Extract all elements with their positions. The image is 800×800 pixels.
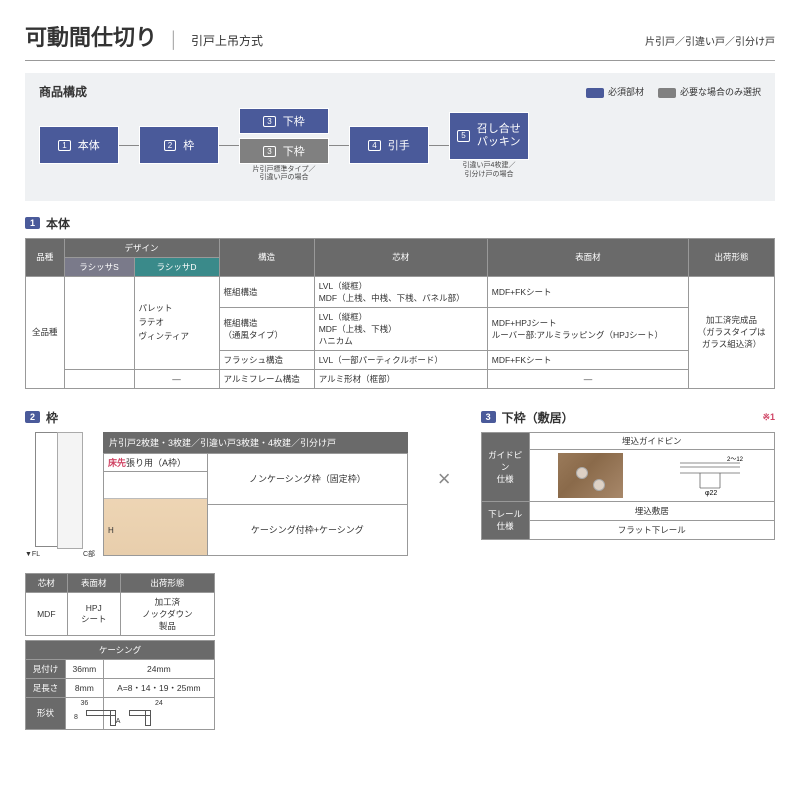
th-guide: ガイドピン 仕様 xyxy=(481,432,529,501)
td-r2-struct: 框組構造 （通風タイプ） xyxy=(219,307,314,350)
td-r4-surf: — xyxy=(487,369,688,388)
connector xyxy=(329,145,349,146)
th-lasissaD: ラシッサD xyxy=(134,257,219,276)
casing-row2: ケーシング付枠+ケーシング xyxy=(208,505,408,556)
svg-text:φ22: φ22 xyxy=(705,490,717,497)
td-flat: フラット下レール xyxy=(529,520,774,539)
td-r1-surf: MDF+FKシート xyxy=(487,276,688,307)
section2-head: 2 枠 xyxy=(25,409,408,426)
th-core: 芯材 xyxy=(314,238,487,276)
th-rail: 下レール 仕様 xyxy=(481,501,529,539)
section-num-3: 3 xyxy=(481,411,496,423)
separator: │ xyxy=(169,32,179,50)
casing-row1: ノンケーシング枠（固定枠） xyxy=(208,453,408,505)
connector xyxy=(219,145,239,146)
yuka-image: C部 H xyxy=(104,472,207,555)
flow-diagram: 1本体 2枠 3下枠 3下枠 片引戸標準タイプ／ 引違い戸の場合 4引手 5召し… xyxy=(39,108,761,183)
td-r3-surf: MDF+FKシート xyxy=(487,350,688,369)
section-num-1: 1 xyxy=(25,217,40,229)
flow-box-2: 2枠 xyxy=(139,126,219,164)
sill-table: ガイドピン 仕様 埋込ガイドピン xyxy=(481,432,775,540)
swatch-optional xyxy=(658,88,676,98)
th-structure: 構造 xyxy=(219,238,314,276)
page-title: 可動間仕切り xyxy=(25,20,157,52)
yuka-box: 床先張り用（A枠） C部 H xyxy=(103,453,208,556)
x-separator: × xyxy=(426,466,463,492)
td-r1-struct: 框組構造 xyxy=(219,276,314,307)
flow-caption-3b: 片引戸標準タイプ／ 引違い戸の場合 xyxy=(239,166,329,183)
page-subtitle: 引戸上吊方式 xyxy=(191,32,263,49)
bottom-tables: 芯材 表面材 出荷形態 MDF HPJ シート 加工済 ノックダウン 製品 ケー… xyxy=(25,573,775,730)
td-r4-designD: — xyxy=(134,369,219,388)
td-r4-struct: アルミフレーム構造 xyxy=(219,369,314,388)
fl-label: ▼FL xyxy=(25,551,40,559)
td-r2-core: LVL（縦框） MDF（上桟、下桟） ハニカム xyxy=(314,307,487,350)
td-designS xyxy=(64,276,134,369)
flow-stack-3: 3下枠 3下枠 片引戸標準タイプ／ 引違い戸の場合 xyxy=(239,108,329,183)
casing-column: ノンケーシング枠（固定枠） ケーシング付枠+ケーシング xyxy=(208,453,408,556)
section1-head: 1 本体 xyxy=(25,215,775,232)
section1-title: 本体 xyxy=(46,215,70,232)
flow-box-5: 5召し合せ パッキン xyxy=(449,112,529,160)
td-guide-title: 埋込ガイドピン φ22 2〜12 xyxy=(529,432,774,501)
td-designD: パレット ラテオ ヴィンティア xyxy=(134,276,219,369)
shape-cell-1: 36 8 xyxy=(66,697,104,729)
flow-box-4: 4引手 xyxy=(349,126,429,164)
flow-caption-5: 引違い戸4枚建／ 引分け戸の場合 xyxy=(449,162,529,179)
bottom-table-2: ケーシング 見付け 36mm 24mm 足長さ 8mm A=8・14・19・25… xyxy=(25,640,215,730)
connector xyxy=(119,145,139,146)
header-right: 片引戸／引違い戸／引分け戸 xyxy=(645,33,775,48)
svg-text:2〜12: 2〜12 xyxy=(727,457,744,463)
section2-title: 枠 xyxy=(46,409,58,426)
th-surface: 表面材 xyxy=(487,238,688,276)
th-shipping: 出荷形態 xyxy=(689,238,775,276)
pin-diagram-svg: φ22 2〜12 xyxy=(675,453,745,498)
bottom-table-1: 芯材 表面材 出荷形態 MDF HPJ シート 加工済 ノックダウン 製品 xyxy=(25,573,215,636)
section3-head: 3 下枠（敷居） ※1 xyxy=(481,409,775,426)
composition-panel: 商品構成 必須部材 必要な場合のみ選択 1本体 2枠 3下枠 3下枠 片引戸標準… xyxy=(25,73,775,201)
td-r4-designS xyxy=(64,369,134,388)
cbu-label: C部 xyxy=(83,549,95,559)
flow-box-1: 1本体 xyxy=(39,126,119,164)
legend: 必須部材 必要な場合のみ選択 xyxy=(586,85,761,98)
table-body: 品種 デザイン 構造 芯材 表面材 出荷形態 ラシッサS ラシッサD 全品種 パ… xyxy=(25,238,775,389)
connector xyxy=(429,145,449,146)
swatch-required xyxy=(586,88,604,98)
page-header: 可動間仕切り │ 引戸上吊方式 片引戸／引違い戸／引分け戸 xyxy=(25,20,775,61)
th-lasissaS: ラシッサS xyxy=(64,257,134,276)
th-design: デザイン xyxy=(64,238,219,257)
legend-required: 必須部材 xyxy=(608,87,644,97)
frame-header-bar: 片引戸2枚建・3枚建／引違い戸3枚建・4枚建／引分け戸 xyxy=(103,432,408,453)
td-r3-struct: フラッシュ構造 xyxy=(219,350,314,369)
section3-notice: ※1 xyxy=(762,412,775,423)
td-r2-surf: MDF+HPJシート ルーバー部:アルミラッピング（HPJシート） xyxy=(487,307,688,350)
flow-box-3b: 3下枠 xyxy=(239,138,329,164)
door-diagram: ▼FL C部 xyxy=(25,432,95,559)
td-shipping: 加工済完成品 （ガラスタイプは ガラス組込済） xyxy=(689,276,775,388)
composition-title: 商品構成 xyxy=(39,83,87,100)
td-r4-core: アルミ形材（框部） xyxy=(314,369,487,388)
td-r3-core: LVL（一部パーティクルボード） xyxy=(314,350,487,369)
section-num-2: 2 xyxy=(25,411,40,423)
shape-cell-2: 24 A xyxy=(103,697,214,729)
flow-box-3a: 3下枠 xyxy=(239,108,329,134)
legend-optional: 必要な場合のみ選択 xyxy=(680,87,761,97)
section3-title: 下枠（敷居） xyxy=(502,409,574,426)
td-emb: 埋込敷居 xyxy=(529,501,774,520)
td-r1-core: LVL（縦框） MDF（上桟、中桟、下桟、パネル部） xyxy=(314,276,487,307)
th-variety: 品種 xyxy=(26,238,65,276)
wood-image xyxy=(558,453,623,498)
td-variety: 全品種 xyxy=(26,276,65,388)
